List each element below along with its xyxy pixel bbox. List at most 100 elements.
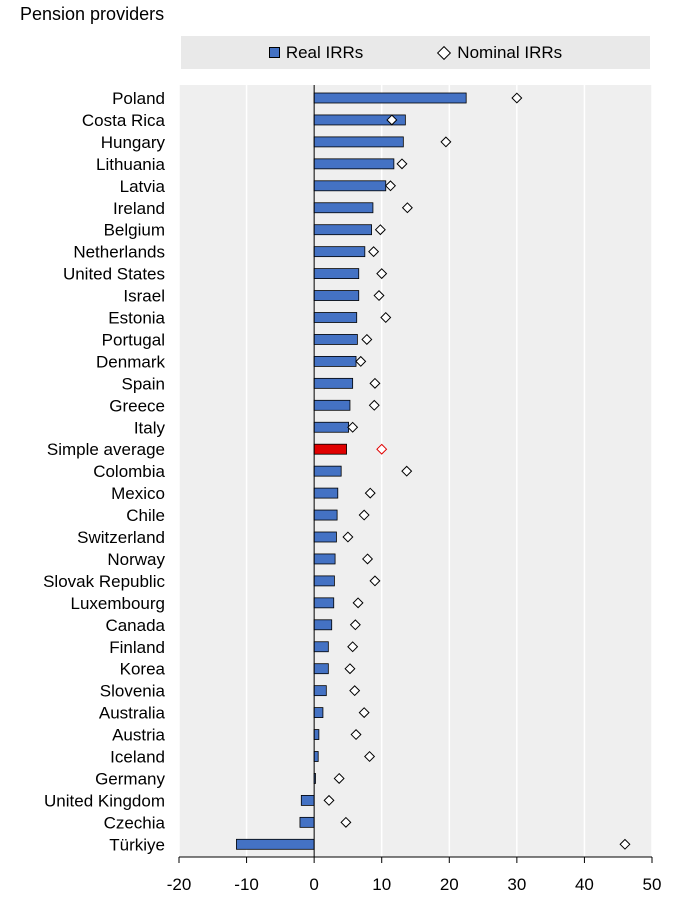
marker-nominal-irr — [440, 136, 452, 148]
bar-real-irr — [313, 707, 324, 718]
category-label: Switzerland — [77, 528, 165, 547]
category-label: Hungary — [101, 133, 166, 152]
legend-label-nominal: Nominal IRRs — [457, 42, 563, 62]
bar-real-irr — [313, 312, 358, 323]
marker-nominal-irr — [349, 685, 361, 697]
bar-real-irr — [313, 158, 395, 170]
x-tick-label: -20 — [167, 875, 192, 894]
category-label: Chile — [126, 506, 165, 525]
category-label: Lithuania — [96, 155, 166, 174]
category-label: United Kingdom — [44, 791, 165, 810]
category-label: Costa Rica — [82, 111, 166, 130]
category-label: Australia — [99, 704, 166, 723]
marker-nominal-irr — [358, 707, 370, 719]
category-label: Slovenia — [100, 682, 166, 701]
category-label: Netherlands — [73, 243, 165, 262]
category-label: Finland — [109, 638, 165, 657]
legend-item-nominal: Nominal IRRs — [437, 42, 563, 63]
bar-real-irr — [313, 355, 357, 367]
category-label: Italy — [134, 418, 166, 437]
bar-real-irr — [313, 334, 358, 345]
bar-real-irr — [313, 377, 354, 389]
category-label: Norway — [107, 550, 165, 569]
category-label: Luxembourg — [70, 594, 165, 613]
marker-nominal-irr — [384, 180, 397, 192]
marker-nominal-irr — [347, 421, 359, 433]
category-label: Canada — [105, 616, 165, 635]
x-tick-label: 40 — [575, 875, 594, 894]
bar-real-irr — [313, 224, 372, 236]
marker-nominal-irr — [323, 794, 335, 806]
marker-nominal-irr — [401, 202, 413, 214]
bar-real-irr — [313, 663, 329, 675]
category-label: Greece — [109, 396, 165, 415]
category-label: Simple average — [47, 440, 165, 459]
category-label: Poland — [112, 89, 165, 108]
marker-nominal-irr — [350, 729, 362, 741]
bar-real-irr — [313, 685, 327, 697]
bar-real-irr — [313, 136, 404, 148]
plot-area — [179, 85, 652, 857]
x-tick-label: 0 — [309, 875, 318, 894]
category-label: Ireland — [113, 199, 165, 218]
marker-nominal-irr — [619, 838, 631, 850]
marker-nominal-irr — [376, 443, 388, 455]
legend-item-real: Real IRRs — [268, 42, 364, 63]
marker-nominal-irr — [380, 311, 392, 324]
category-label: Belgium — [104, 221, 165, 240]
bar-real-irr — [313, 751, 319, 762]
x-tick-label: 10 — [372, 875, 391, 894]
bar-real-irr — [313, 575, 335, 587]
marker-nominal-irr — [344, 663, 356, 675]
category-label: Korea — [120, 660, 166, 679]
x-tick-label: 30 — [507, 875, 526, 894]
marker-nominal-irr — [369, 575, 381, 587]
marker-nominal-irr — [349, 619, 361, 631]
bar-real-irr — [299, 816, 315, 828]
marker-nominal-irr — [369, 377, 381, 389]
legend-label-real: Real IRRs — [285, 42, 364, 62]
bar-real-irr — [313, 246, 366, 258]
bar-real-irr — [313, 443, 347, 455]
category-label: Austria — [112, 726, 165, 745]
bar-real-irr — [313, 180, 387, 192]
marker-nominal-irr — [361, 333, 373, 345]
marker-nominal-irr — [376, 268, 388, 280]
marker-nominal-irr — [347, 641, 359, 653]
bar-real-irr — [313, 553, 336, 565]
bar-real-irr — [313, 531, 337, 543]
marker-nominal-irr — [364, 750, 376, 763]
marker-nominal-irr — [352, 597, 364, 609]
legend-bar-swatch — [268, 47, 280, 58]
x-tick-label: 20 — [440, 875, 459, 894]
bar-real-irr — [313, 290, 360, 301]
marker-nominal-irr — [368, 399, 380, 411]
category-label: Slovak Republic — [43, 572, 165, 591]
marker-nominal-irr — [355, 355, 367, 367]
category-label: Colombia — [93, 462, 165, 481]
marker-nominal-irr — [364, 487, 376, 499]
marker-nominal-irr — [358, 509, 370, 521]
bar-real-irr — [313, 619, 333, 631]
bar-real-irr — [313, 597, 335, 609]
marker-nominal-irr — [511, 92, 523, 104]
category-label: United States — [63, 265, 165, 284]
category-label: Denmark — [96, 352, 165, 371]
marker-nominal-irr — [386, 114, 398, 126]
marker-nominal-irr — [374, 224, 386, 236]
marker-nominal-irr — [373, 290, 385, 302]
category-label: Latvia — [120, 177, 166, 196]
category-label: Iceland — [110, 748, 165, 767]
marker-nominal-irr — [362, 553, 374, 565]
chart-legend: Real IRRs Nominal IRRs — [181, 36, 650, 69]
marker-nominal-irr — [342, 531, 354, 543]
x-tick-label: -10 — [234, 875, 259, 894]
bar-real-irr — [313, 487, 339, 499]
bar-real-irr — [236, 838, 315, 850]
x-tick-label: 50 — [643, 875, 662, 894]
bar-real-irr — [313, 641, 329, 653]
bar-real-irr — [313, 92, 467, 104]
bar-real-irr — [313, 729, 320, 740]
marker-nominal-irr — [368, 246, 380, 258]
